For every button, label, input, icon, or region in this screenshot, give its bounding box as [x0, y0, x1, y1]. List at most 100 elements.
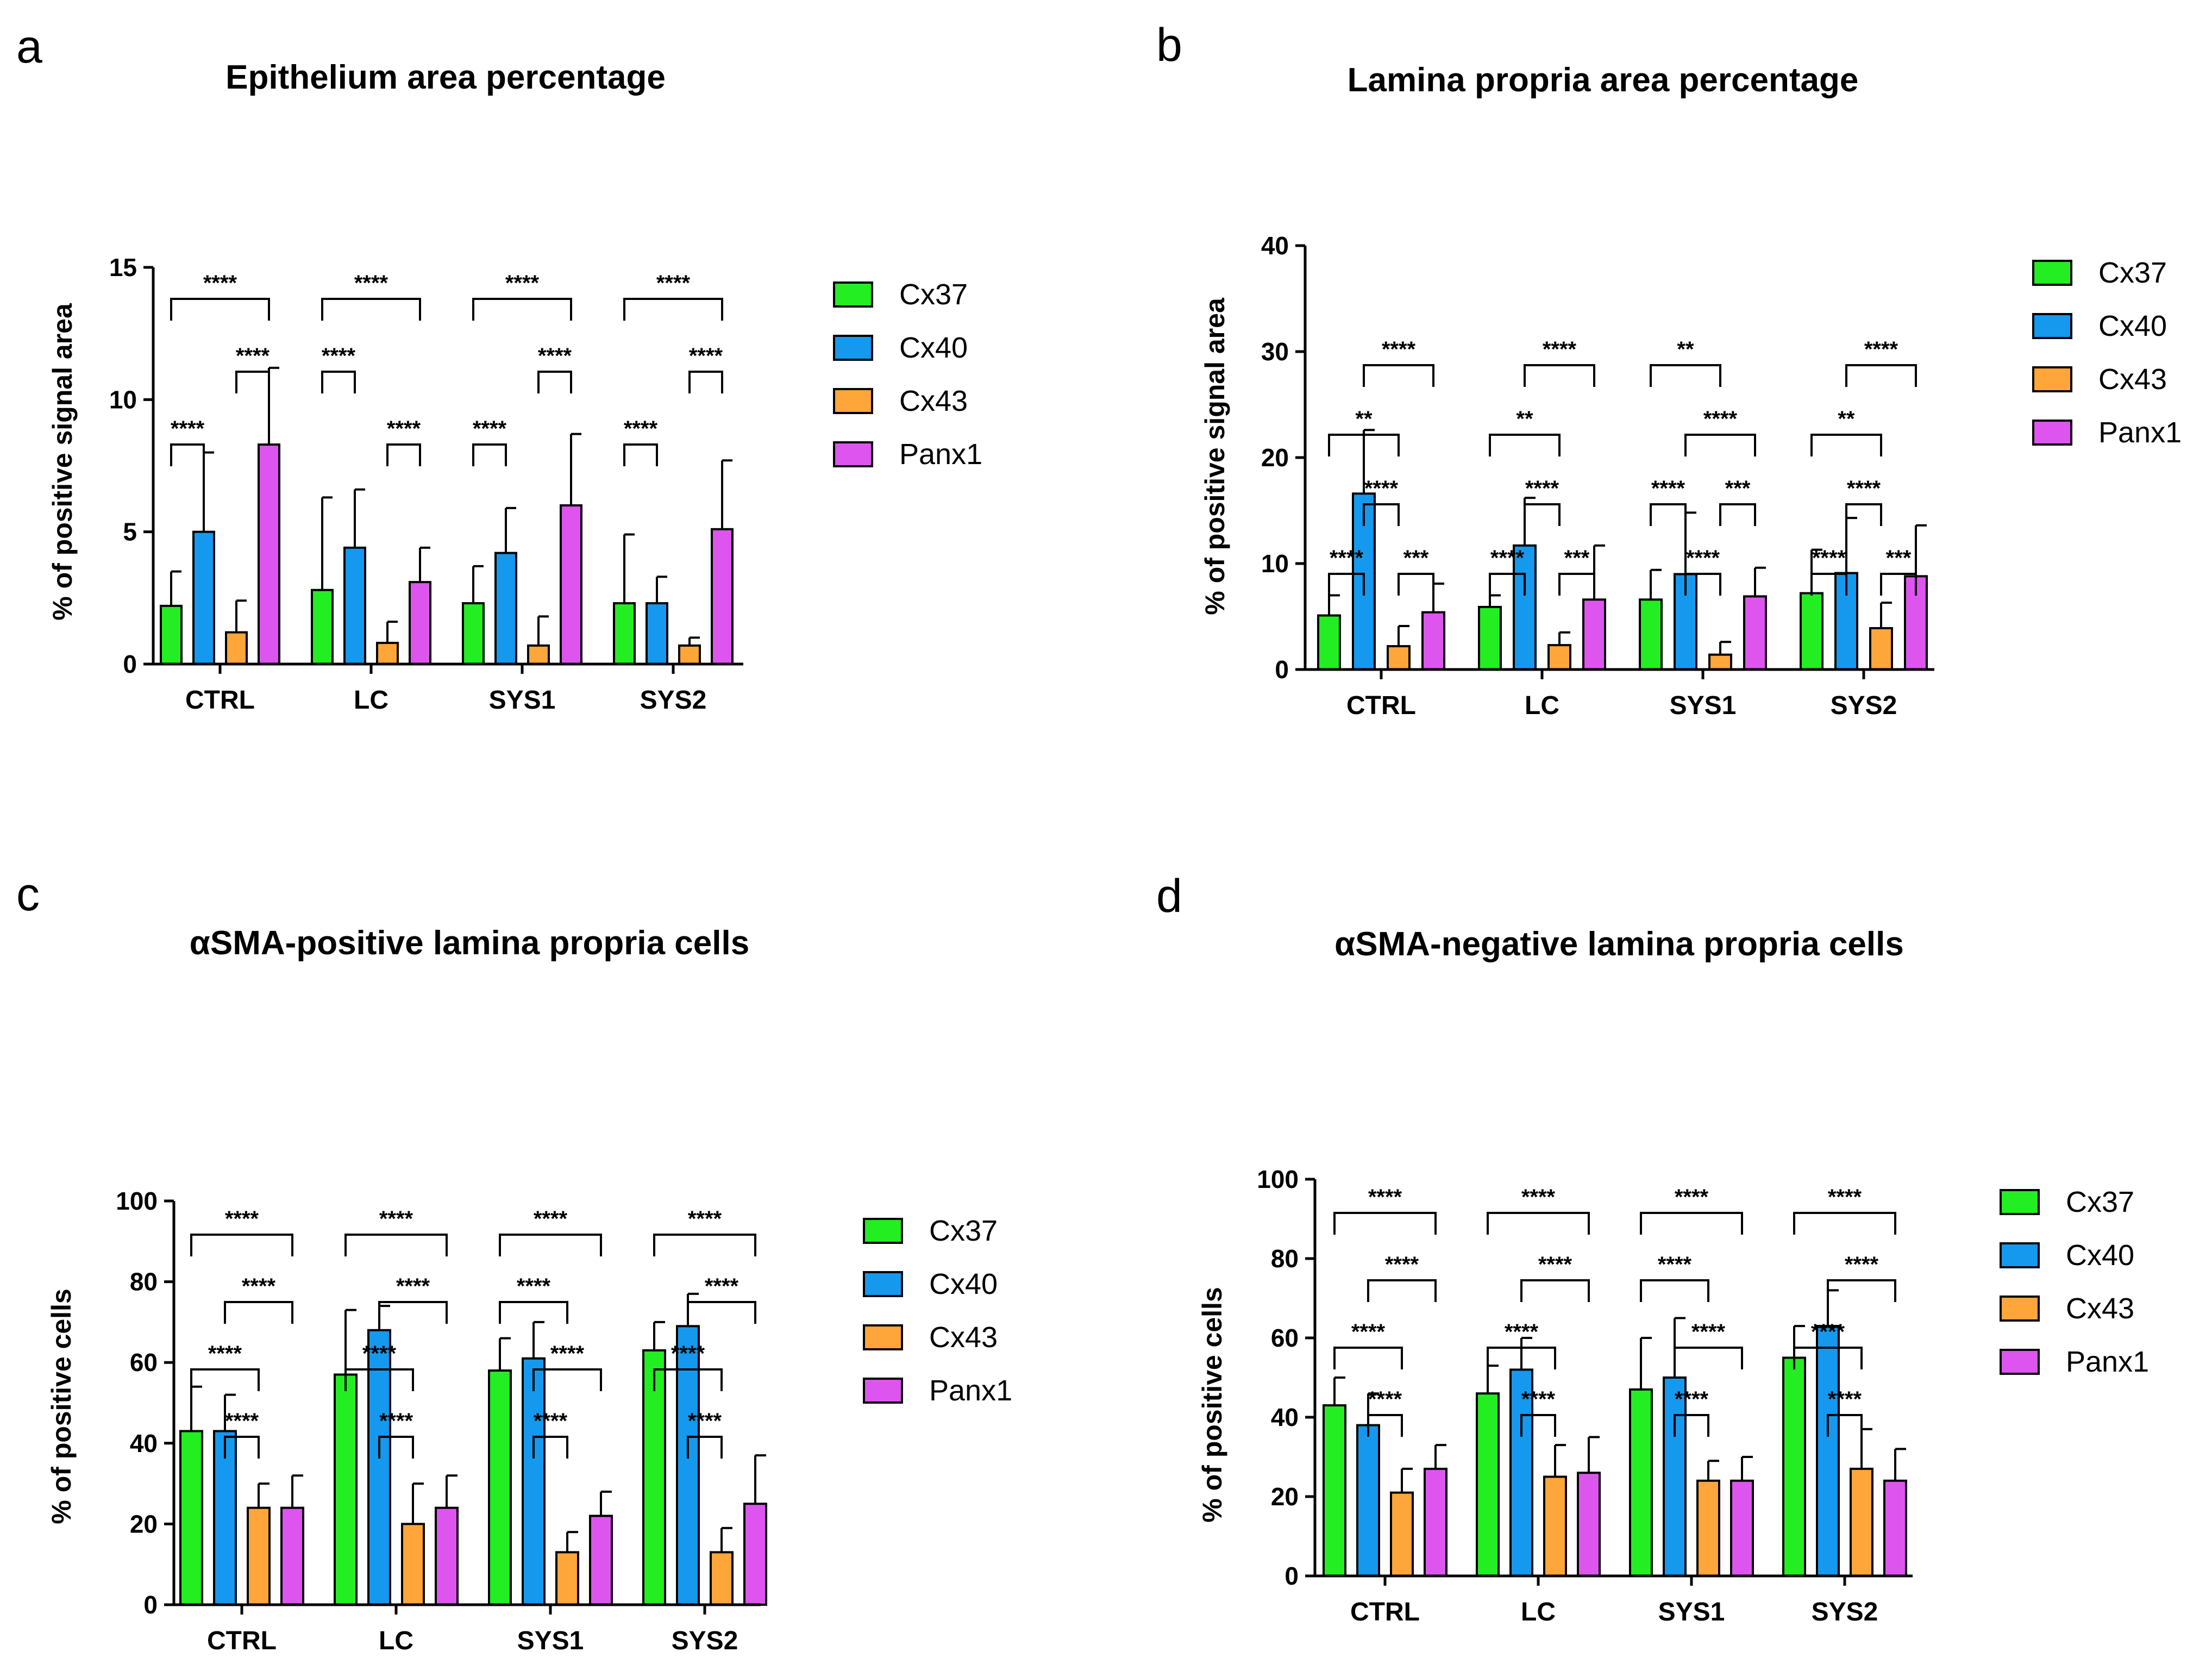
significance-label: **** — [208, 1342, 242, 1366]
significance-label: **** — [1691, 1320, 1726, 1344]
significance-label: **** — [354, 271, 388, 295]
significance-label: **** — [1368, 1185, 1402, 1209]
y-tick-label: 60 — [130, 1348, 158, 1376]
significance-label: **** — [550, 1342, 585, 1366]
significance-bracket — [1328, 573, 1365, 596]
y-tick-label: 80 — [130, 1268, 158, 1296]
significance-bracket — [1650, 503, 1687, 526]
panel-d-legend: Cx37 Cx40 Cx43 Panx1 — [2000, 1186, 2149, 1378]
legend-label-panx1: Panx1 — [2098, 416, 2182, 449]
panel-c-letter: c — [16, 868, 40, 921]
significance-label: **** — [1686, 546, 1720, 570]
bar-cx37-ctrl — [1323, 1404, 1346, 1578]
bar-cx43-ctrl — [1387, 645, 1411, 671]
bar-cx37-ctrl — [179, 1430, 203, 1606]
significance-label: **** — [1847, 477, 1881, 500]
significance-bracket — [224, 1436, 260, 1459]
bar-cx43-sys1 — [555, 1551, 579, 1606]
significance-label: **** — [688, 1207, 722, 1231]
bar-cx37-lc — [1476, 1392, 1500, 1577]
significance-bracket — [190, 1234, 293, 1256]
y-tick-label: 60 — [1271, 1324, 1299, 1352]
bar-cx43-sys2 — [710, 1551, 734, 1606]
bar-cx43-ctrl — [247, 1506, 271, 1606]
significance-label: **** — [387, 417, 421, 441]
significance-label: **** — [1330, 546, 1364, 570]
significance-bracket — [1333, 1212, 1437, 1235]
significance-bracket — [1363, 503, 1400, 526]
bar-cx43-sys1 — [1708, 653, 1732, 671]
significance-bracket — [499, 1234, 602, 1256]
significance-bracket — [378, 1301, 448, 1324]
significance-bracket — [1793, 1347, 1863, 1369]
significance-label: **** — [1368, 1387, 1402, 1411]
bar-cx40-sys2 — [1816, 1325, 1840, 1578]
significance-label: **** — [1490, 546, 1525, 570]
y-tick-label: 100 — [1257, 1165, 1299, 1193]
bar-cx43-lc — [401, 1523, 425, 1606]
significance-bracket — [472, 443, 507, 466]
category-label-ctrl: CTRL — [1350, 1598, 1420, 1626]
y-tick-label: 80 — [1271, 1244, 1299, 1273]
y-tick-label: 40 — [1261, 231, 1289, 260]
panel-d: d αSMA-negative lamina propria cells % o… — [1156, 870, 2149, 1626]
significance-label: **** — [1385, 1253, 1419, 1276]
significance-label: **** — [1538, 1253, 1572, 1276]
panel-a-plot: 0 5 10 15 CTRL LC SYS1 SYS2 **** **** **** **** ****… — [109, 253, 743, 715]
panel-c-title: αSMA-positive lamina propria cells — [190, 924, 749, 962]
significance-bracket — [687, 1301, 756, 1324]
bar-panx1-ctrl — [1421, 611, 1445, 671]
bar-cx37-lc — [311, 589, 334, 665]
bar-cx37-sys1 — [488, 1369, 512, 1606]
y-tick-label: 20 — [1261, 443, 1289, 472]
bar-cx43-sys2 — [1869, 627, 1893, 671]
bar-cx37-lc — [334, 1373, 358, 1606]
category-label-ctrl: CTRL — [185, 686, 255, 715]
significance-label: **** — [671, 1342, 705, 1366]
legend-swatch-cx40 — [2000, 1242, 2040, 1268]
bar-panx1-ctrl — [1424, 1467, 1447, 1577]
y-tick-label: 0 — [1284, 1562, 1299, 1590]
bar-panx1-lc — [1582, 598, 1606, 671]
legend-swatch-cx43 — [833, 388, 873, 414]
bar-cx37-ctrl — [160, 604, 183, 666]
y-tick-label: 100 — [116, 1187, 158, 1215]
significance-bracket — [224, 1301, 293, 1324]
y-tick-label: 5 — [123, 518, 137, 546]
significance-label: **** — [225, 1409, 259, 1433]
significance-label: **** — [1675, 1387, 1709, 1411]
y-tick-label: 20 — [130, 1510, 158, 1538]
legend-label-panx1: Panx1 — [899, 438, 982, 471]
significance-bracket — [688, 371, 723, 393]
significance-bracket — [1810, 573, 1847, 596]
significance-bracket — [1487, 1212, 1590, 1235]
bar-cx43-lc — [376, 642, 399, 665]
bar-cx37-lc — [1478, 605, 1502, 671]
category-label-lc: LC — [354, 686, 388, 715]
significance-bracket — [1674, 1414, 1709, 1437]
significance-label: ** — [1516, 407, 1533, 431]
significance-bracket — [1880, 573, 1917, 596]
legend-label-cx37: Cx37 — [2066, 1186, 2134, 1218]
significance-label: **** — [538, 344, 572, 368]
significance-label: **** — [1521, 1387, 1556, 1411]
significance-bracket — [472, 298, 572, 321]
significance-bracket — [1489, 573, 1526, 596]
category-label-sys1: SYS1 — [1658, 1598, 1725, 1626]
significance-label: **** — [171, 417, 205, 441]
y-tick-label: 40 — [130, 1429, 158, 1457]
significance-label: **** — [1521, 1185, 1556, 1209]
bar-cx40-sys1 — [522, 1357, 546, 1606]
bar-cx37-sys1 — [462, 602, 485, 665]
legend-swatch-cx43 — [863, 1324, 903, 1350]
significance-label: **** — [473, 417, 507, 441]
significance-label: **** — [1364, 477, 1399, 500]
significance-bracket — [1328, 434, 1400, 456]
bar-cx40-ctrl — [1356, 1424, 1380, 1578]
legend-swatch-cx37 — [2000, 1189, 2040, 1215]
bar-cx43-ctrl — [225, 631, 248, 665]
legend-label-cx43: Cx43 — [899, 385, 968, 417]
panel-b: b Lamina propria area percentage % of po… — [1156, 19, 2182, 720]
significance-label: *** — [1886, 546, 1912, 570]
